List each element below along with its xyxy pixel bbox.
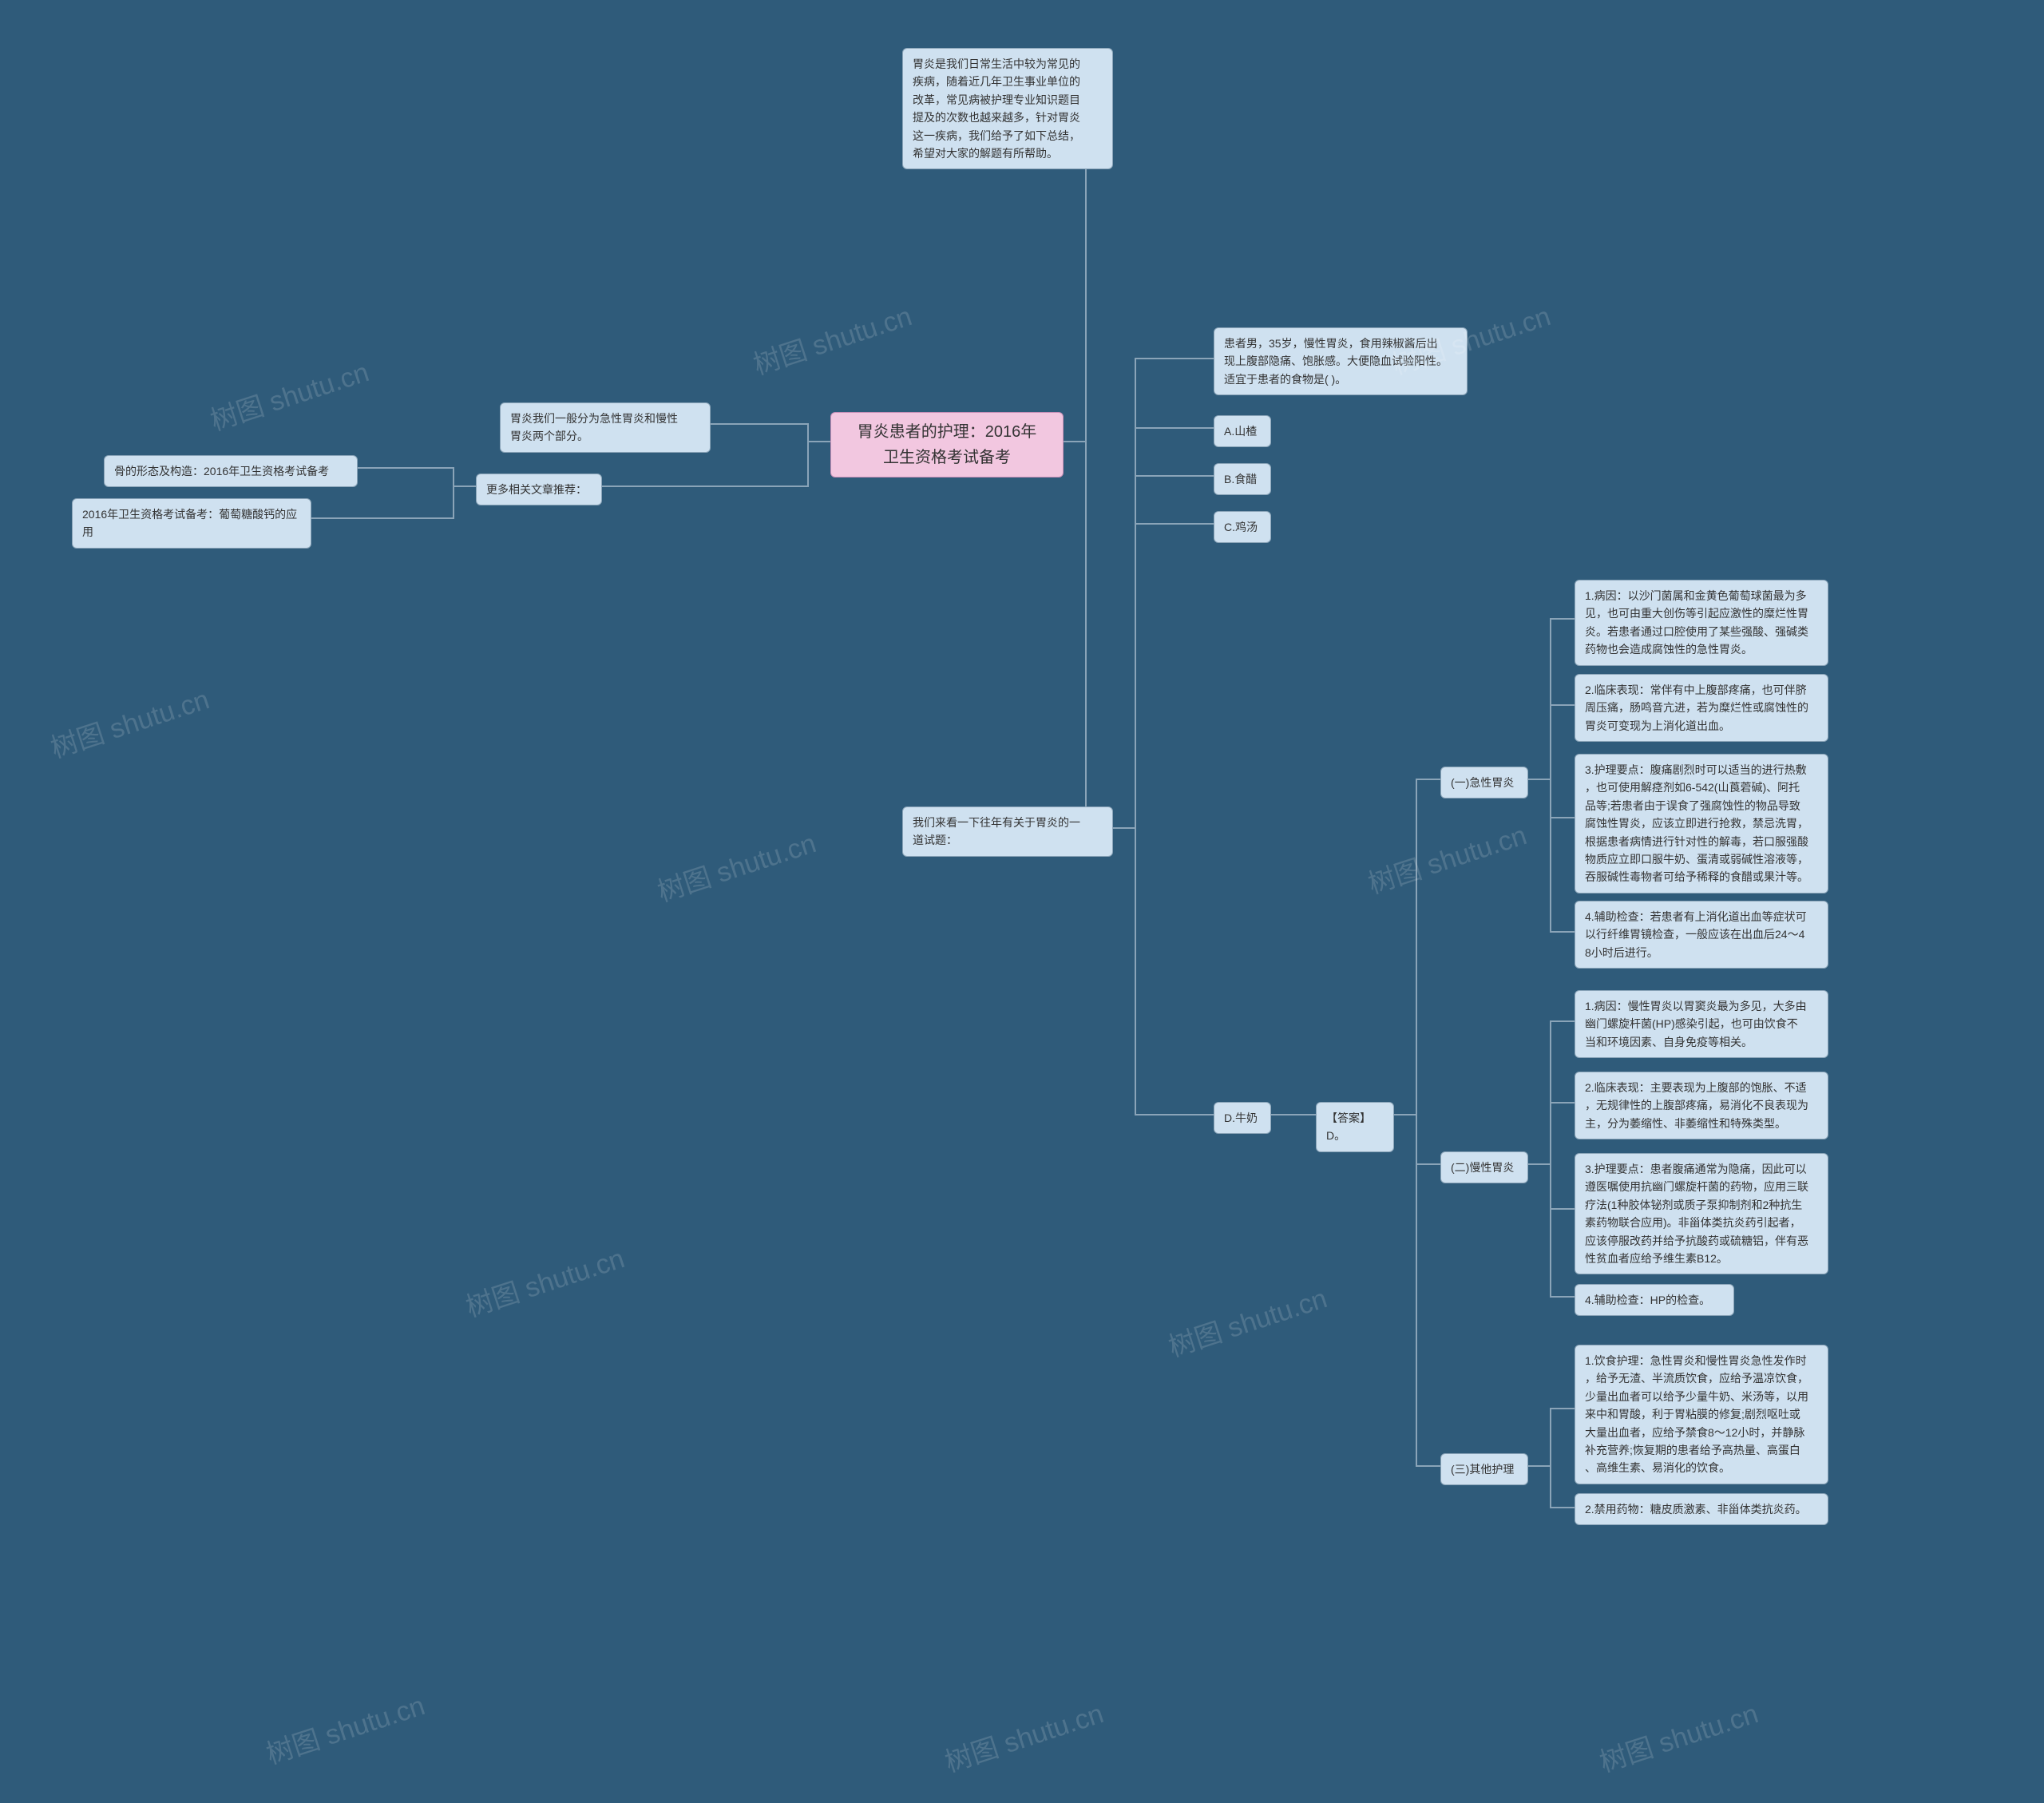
connector: [1528, 779, 1575, 932]
node-s1b[interactable]: 2.临床表现：常伴有中上腹部疼痛，也可伴脐 周压痛，肠鸣音亢进，若为糜烂性或腐蚀…: [1575, 674, 1828, 742]
connector: [1528, 1103, 1575, 1164]
node-l2[interactable]: 更多相关文章推荐：: [476, 474, 602, 505]
watermark: 树图 shutu.cn: [461, 1238, 631, 1329]
watermark: 树图 shutu.cn: [1163, 1278, 1333, 1369]
watermark: 树图 shutu.cn: [261, 1685, 431, 1777]
node-root[interactable]: 胃炎患者的护理：2016年 卫生资格考试备考: [830, 412, 1064, 477]
watermark: 树图 shutu.cn: [940, 1693, 1110, 1785]
watermark: 树图 shutu.cn: [1363, 814, 1533, 906]
connector: [1528, 619, 1575, 779]
watermark: 树图 shutu.cn: [46, 679, 216, 771]
connector: [1394, 1115, 1440, 1164]
node-s3b[interactable]: 2.禁用药物：糖皮质激素、非甾体类抗炎药。: [1575, 1493, 1828, 1525]
connector: [1528, 705, 1575, 779]
connector: [1528, 1164, 1575, 1209]
connector: [1113, 828, 1214, 1115]
connector: [1528, 1021, 1575, 1164]
node-qd[interactable]: D.牛奶: [1214, 1102, 1271, 1134]
connector: [902, 442, 1086, 828]
connector: [1528, 1409, 1575, 1466]
connector: [1394, 1115, 1440, 1466]
connector: [711, 424, 830, 442]
node-s2d[interactable]: 4.辅助检查：HP的检查。: [1575, 1284, 1734, 1316]
node-s2b[interactable]: 2.临床表现：主要表现为上腹部的饱胀、不适 ，无规律性的上腹部疼痛，易消化不良表…: [1575, 1072, 1828, 1139]
mindmap-canvas: 胃炎患者的护理：2016年 卫生资格考试备考 胃炎我们一般分为急性胃炎和慢性 胃炎…: [0, 0, 2044, 1803]
node-s3a[interactable]: 1.饮食护理：急性胃炎和慢性胃炎急性发作时 ，给予无渣、半流质饮食，应给予温凉饮…: [1575, 1345, 1828, 1484]
node-s2c[interactable]: 3.护理要点：患者腹痛通常为隐痛，因此可以 遵医嘱使用抗幽门螺旋杆菌的药物，应用…: [1575, 1153, 1828, 1274]
node-qc[interactable]: C.鸡汤: [1214, 511, 1271, 543]
node-q[interactable]: 患者男，35岁，慢性胃炎，食用辣椒酱后出 现上腹部隐痛、饱胀感。大便隐血试验阳性…: [1214, 327, 1468, 395]
watermark: 树图 shutu.cn: [652, 822, 822, 914]
node-s1c[interactable]: 3.护理要点：腹痛剧烈时可以适当的进行热敷 ，也可使用解痉剂如6-542(山莨菪…: [1575, 754, 1828, 894]
node-s1a[interactable]: 1.病因：以沙门菌属和金黄色葡萄球菌最为多 见，也可由重大创伤等引起应激性的糜烂…: [1575, 580, 1828, 666]
node-qb[interactable]: B.食醋: [1214, 463, 1271, 495]
node-s1d[interactable]: 4.辅助检查：若患者有上消化道出血等症状可 以行纤维胃镜检查，一般应该在出血后2…: [1575, 901, 1828, 969]
connector: [1113, 359, 1214, 828]
node-s2[interactable]: (二)慢性胃炎: [1440, 1151, 1528, 1183]
connector: [1528, 1164, 1575, 1297]
connector: [1113, 476, 1214, 828]
connector: [1394, 779, 1440, 1115]
watermark: 树图 shutu.cn: [205, 351, 375, 443]
connector: [1528, 1466, 1575, 1508]
watermark: 树图 shutu.cn: [1594, 1693, 1765, 1785]
node-s1[interactable]: (一)急性胃炎: [1440, 767, 1528, 798]
node-qa[interactable]: A.山楂: [1214, 415, 1271, 447]
connector: [311, 486, 476, 518]
node-ans[interactable]: 【答案】D。: [1316, 1102, 1394, 1152]
node-l1[interactable]: 胃炎我们一般分为急性胃炎和慢性 胃炎两个部分。: [500, 402, 711, 453]
node-s2a[interactable]: 1.病因：慢性胃炎以胃窦炎最为多见，大多由 幽门螺旋杆菌(HP)感染引起，也可由…: [1575, 990, 1828, 1058]
node-l2a[interactable]: 骨的形态及构造：2016年卫生资格考试备考: [104, 455, 358, 487]
connector: [1113, 428, 1214, 828]
node-r2[interactable]: 我们来看一下往年有关于胃炎的一 道试题：: [902, 806, 1113, 857]
node-r1[interactable]: 胃炎是我们日常生活中较为常见的 疾病，随着近几年卫生事业单位的 改革，常见病被护…: [902, 48, 1113, 169]
connector: [1113, 524, 1214, 828]
watermark: 树图 shutu.cn: [748, 295, 918, 387]
node-l2b[interactable]: 2016年卫生资格考试备考：葡萄糖酸钙的应 用: [72, 498, 311, 549]
connector: [358, 468, 476, 486]
connector: [1528, 779, 1575, 818]
node-s3[interactable]: (三)其他护理: [1440, 1453, 1528, 1485]
